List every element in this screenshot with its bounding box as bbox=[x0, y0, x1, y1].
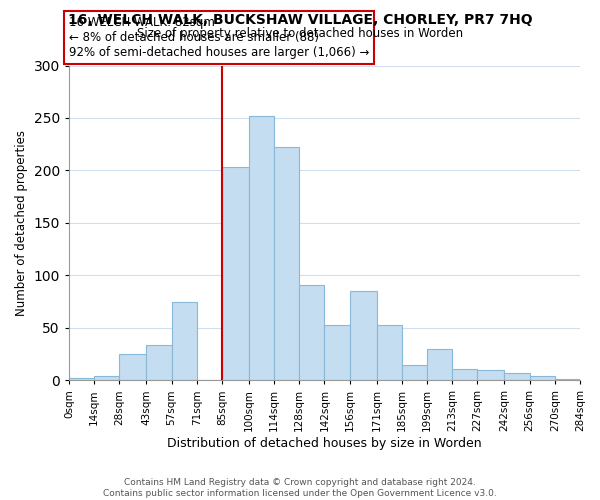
Bar bbox=[119, 354, 146, 380]
Text: Contains HM Land Registry data © Crown copyright and database right 2024.
Contai: Contains HM Land Registry data © Crown c… bbox=[103, 478, 497, 498]
Y-axis label: Number of detached properties: Number of detached properties bbox=[15, 130, 28, 316]
Bar bbox=[222, 168, 249, 380]
Bar bbox=[555, 379, 580, 380]
Bar bbox=[274, 148, 299, 380]
Bar bbox=[172, 302, 197, 380]
Bar bbox=[350, 291, 377, 380]
Bar bbox=[402, 364, 427, 380]
Bar bbox=[146, 344, 172, 380]
Bar bbox=[249, 116, 274, 380]
Bar bbox=[299, 285, 325, 380]
Bar bbox=[452, 368, 478, 380]
Bar bbox=[505, 373, 530, 380]
Bar bbox=[427, 349, 452, 380]
X-axis label: Distribution of detached houses by size in Worden: Distribution of detached houses by size … bbox=[167, 437, 482, 450]
Bar bbox=[69, 378, 94, 380]
Bar bbox=[478, 370, 505, 380]
Text: 16, WELCH WALK, BUCKSHAW VILLAGE, CHORLEY, PR7 7HQ: 16, WELCH WALK, BUCKSHAW VILLAGE, CHORLE… bbox=[68, 12, 532, 26]
Text: Size of property relative to detached houses in Worden: Size of property relative to detached ho… bbox=[137, 28, 463, 40]
Text: 16 WELCH WALK: 82sqm
← 8% of detached houses are smaller (88)
92% of semi-detach: 16 WELCH WALK: 82sqm ← 8% of detached ho… bbox=[69, 16, 370, 59]
Bar bbox=[530, 376, 555, 380]
Bar bbox=[94, 376, 119, 380]
Bar bbox=[377, 324, 402, 380]
Bar bbox=[325, 324, 350, 380]
